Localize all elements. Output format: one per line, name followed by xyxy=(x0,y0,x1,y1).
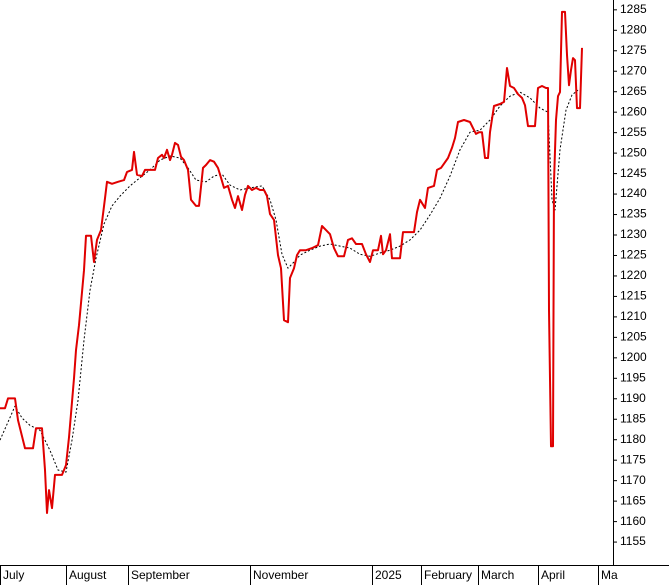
y-tick-label: 1180 xyxy=(620,432,646,446)
y-tick-label: 1175 xyxy=(620,452,646,466)
x-tick-label: 2025 xyxy=(375,568,402,582)
y-tick-label: 1205 xyxy=(620,330,647,344)
y-tick-label: 1210 xyxy=(620,309,647,323)
y-tick-label: 1240 xyxy=(620,186,647,200)
y-tick-label: 1155 xyxy=(620,534,646,548)
y-tick-label: 1190 xyxy=(620,391,646,405)
y-tick-label: 1200 xyxy=(620,350,647,364)
y-tick-label: 1250 xyxy=(620,145,647,159)
series-line xyxy=(0,89,579,473)
x-tick-label: November xyxy=(253,568,308,582)
y-tick-label: 1245 xyxy=(620,166,647,180)
y-tick-label: 1195 xyxy=(620,370,646,384)
y-tick-label: 1265 xyxy=(620,84,647,98)
y-tick-label: 1285 xyxy=(620,2,647,16)
y-tick-label: 1185 xyxy=(620,411,646,425)
x-tick-label: April xyxy=(541,568,565,582)
x-tick-label: August xyxy=(69,568,107,582)
x-tick-label: Ma xyxy=(601,568,618,582)
x-tick-label: September xyxy=(131,568,190,582)
y-tick-label: 1260 xyxy=(620,104,647,118)
y-tick-label: 1215 xyxy=(620,289,647,303)
y-tick-label: 1275 xyxy=(620,43,647,57)
x-tick-label: March xyxy=(481,568,514,582)
x-tick-label: July xyxy=(3,568,24,582)
y-tick-label: 1270 xyxy=(620,63,647,77)
y-tick-label: 1280 xyxy=(620,22,647,36)
y-tick-label: 1220 xyxy=(620,268,647,282)
y-tick-label: 1235 xyxy=(620,207,647,221)
y-tick-label: 1170 xyxy=(620,473,646,487)
y-tick-label: 1255 xyxy=(620,125,647,139)
y-tick-label: 1230 xyxy=(620,227,647,241)
y-tick-label: 1225 xyxy=(620,248,647,262)
x-tick-label: February xyxy=(424,568,472,582)
y-tick-label: 1160 xyxy=(620,514,646,528)
y-tick-label: 1165 xyxy=(620,493,646,507)
series-line xyxy=(0,10,583,514)
